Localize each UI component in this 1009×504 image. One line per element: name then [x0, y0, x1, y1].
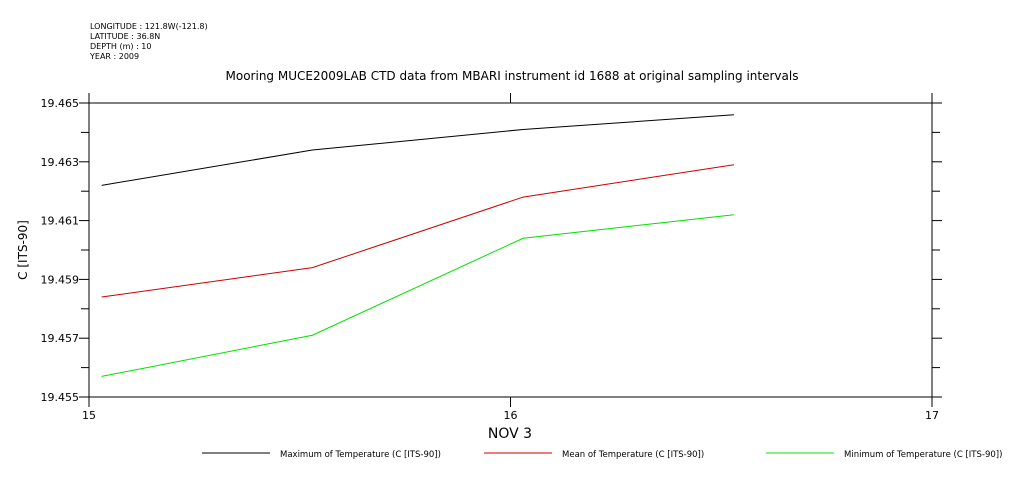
longitude-label: LONGITUDE : 121.8W(-121.8) [90, 22, 208, 31]
legend-label: Maximum of Temperature (C [ITS-90]) [280, 450, 441, 460]
y-tick-label: 19.463 [41, 156, 80, 169]
axis-ticks: 19.455 19.457 19.459 19.461 19.463 19.465 15 16… [41, 93, 942, 422]
plot-frame [88, 102, 933, 398]
latitude-label: LATITUDE : 36.8N [90, 32, 161, 41]
legend-label: Minimum of Temperature (C [ITS-90]) [844, 450, 1002, 460]
series-line [101, 214, 734, 377]
series-line [101, 114, 734, 186]
depth-label: DEPTH (m) : 10 [90, 42, 152, 51]
y-tick-label: 19.461 [41, 215, 80, 228]
chart-title: Mooring MUCE2009LAB CTD data from MBARI … [226, 69, 799, 83]
x-axis-label: NOV 3 [488, 426, 532, 442]
y-tick-label: 19.459 [41, 273, 80, 286]
year-label: YEAR : 2009 [90, 52, 140, 61]
series-lines [101, 114, 734, 377]
x-tick-label: 17 [925, 409, 939, 422]
x-tick-label: 16 [504, 409, 518, 422]
y-tick-label: 19.457 [41, 332, 80, 345]
y-tick-label: 19.455 [41, 391, 80, 404]
series-line [101, 164, 734, 298]
legend-label: Mean of Temperature (C [ITS-90]) [562, 450, 704, 460]
x-tick-label: 15 [82, 409, 96, 422]
y-axis-label: C [ITS-90] [16, 220, 30, 280]
legend: Maximum of Temperature (C [ITS-90]) Mean … [202, 450, 1002, 460]
y-tick-label: 19.465 [41, 97, 80, 110]
